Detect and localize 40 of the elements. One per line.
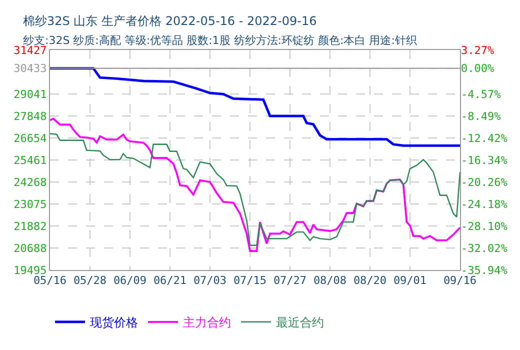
y2-tick-label: -32.02% <box>461 242 508 255</box>
x-tick-label: 08/08 <box>313 274 347 288</box>
y2-tick-label: -4.57% <box>461 88 502 101</box>
x-tick-label: 05/16 <box>33 274 67 288</box>
chart-subtitle: 纱支:32S 纱质:高配 等级:优等品 股数:1股 纺纱方法:环锭纺 颜色:本白 用途:针织 <box>23 34 417 47</box>
line-series <box>50 118 460 252</box>
y2-tick-label: -8.49% <box>461 110 502 123</box>
x-tick-label: 07/27 <box>273 274 307 288</box>
y-tick-label: 27848 <box>14 110 47 123</box>
y2-tick-label: -24.18% <box>461 198 508 211</box>
line-series <box>50 67 460 147</box>
y2-tick-label: -20.26% <box>461 176 508 189</box>
y2-tick-label: -16.34% <box>461 154 508 167</box>
y-tick-label: 26654 <box>14 132 48 145</box>
y-tick-label: 25461 <box>14 154 47 167</box>
y-tick-label: 19495 <box>14 264 47 277</box>
y2-tick-label: -35.94% <box>461 264 508 277</box>
y-tick-label: 21882 <box>14 220 47 233</box>
y-tick-label: 20688 <box>14 242 47 255</box>
x-tick-label: 07/15 <box>233 274 267 288</box>
y-tick-label: 29041 <box>14 88 47 101</box>
x-tick-label: 06/09 <box>113 274 147 288</box>
y2-tick-label: 0.00% <box>461 62 494 76</box>
chart-title: 棉纱32S 山东 生产者价格 2022-05-16 - 2022-09-16 <box>23 14 317 28</box>
y2-tick-label: -12.42% <box>461 132 508 145</box>
x-tick-label: 09/01 <box>393 274 427 288</box>
y2-tick-label: 3.27% <box>461 44 494 57</box>
legend-label: 现货价格 <box>90 316 138 330</box>
y-tick-label: 30433 <box>14 62 47 76</box>
x-tick-label: 09/16 <box>443 274 477 288</box>
y-tick-label: 24268 <box>14 176 47 189</box>
legend-label: 主力合约 <box>183 316 231 330</box>
x-tick-label: 05/28 <box>73 274 107 288</box>
line-series <box>50 132 460 246</box>
legend-label: 最近合约 <box>276 316 324 330</box>
x-tick-label: 07/03 <box>193 274 227 288</box>
y2-tick-label: -28.10% <box>461 220 508 233</box>
y-tick-label: 23075 <box>14 198 47 211</box>
x-tick-label: 06/21 <box>153 274 187 288</box>
x-tick-label: 08/20 <box>353 274 387 288</box>
